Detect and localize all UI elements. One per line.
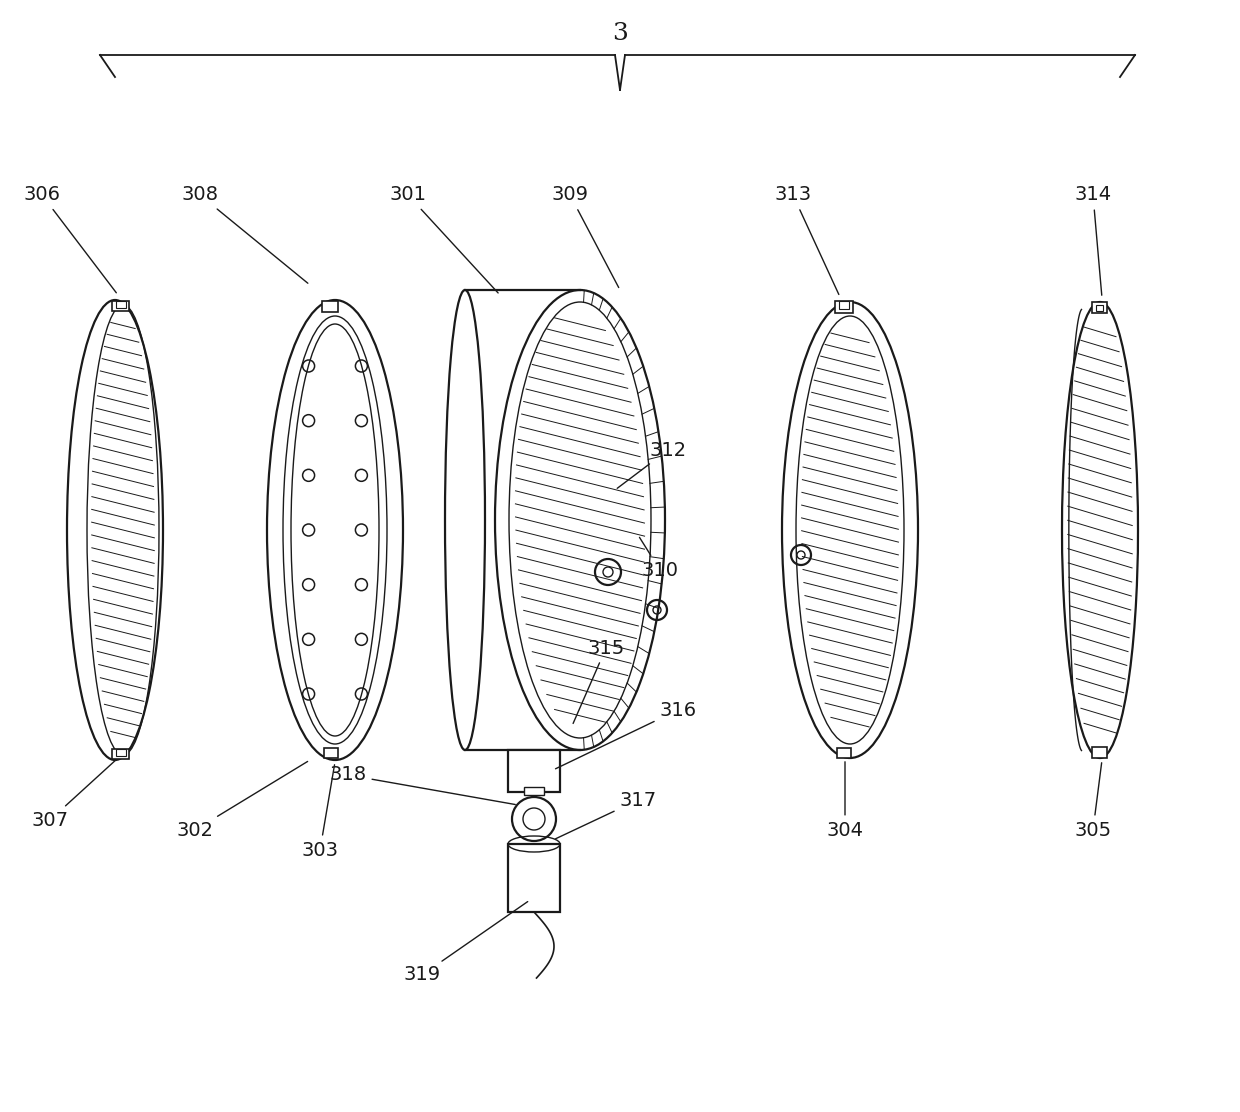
Bar: [1092, 747, 1107, 758]
Text: 3: 3: [613, 21, 627, 44]
Text: 313: 313: [775, 186, 838, 295]
Text: 303: 303: [301, 765, 339, 860]
Bar: [112, 749, 129, 759]
Bar: [1092, 302, 1107, 312]
Text: 318: 318: [330, 765, 516, 804]
Bar: [117, 301, 126, 308]
Bar: [322, 301, 339, 312]
Text: 302: 302: [176, 762, 308, 840]
Text: 308: 308: [181, 186, 308, 284]
Text: 312: 312: [618, 440, 687, 488]
Text: 314: 314: [1074, 186, 1111, 295]
Bar: [324, 748, 339, 758]
Text: 310: 310: [640, 537, 678, 579]
Text: 319: 319: [403, 902, 528, 984]
Text: 317: 317: [556, 791, 656, 838]
Bar: [835, 301, 853, 312]
Text: 316: 316: [556, 701, 697, 768]
FancyBboxPatch shape: [508, 749, 560, 792]
Text: 307: 307: [31, 759, 117, 830]
Text: 305: 305: [1074, 763, 1111, 840]
Bar: [1096, 305, 1104, 311]
Bar: [525, 787, 544, 795]
Text: 306: 306: [24, 186, 117, 292]
Bar: [112, 301, 129, 311]
Bar: [508, 844, 560, 912]
Bar: [839, 301, 849, 309]
Text: 315: 315: [573, 638, 625, 724]
Text: 309: 309: [552, 186, 619, 288]
Text: 304: 304: [827, 762, 863, 840]
Bar: [837, 748, 851, 758]
Text: 301: 301: [389, 186, 498, 292]
Bar: [117, 749, 126, 756]
